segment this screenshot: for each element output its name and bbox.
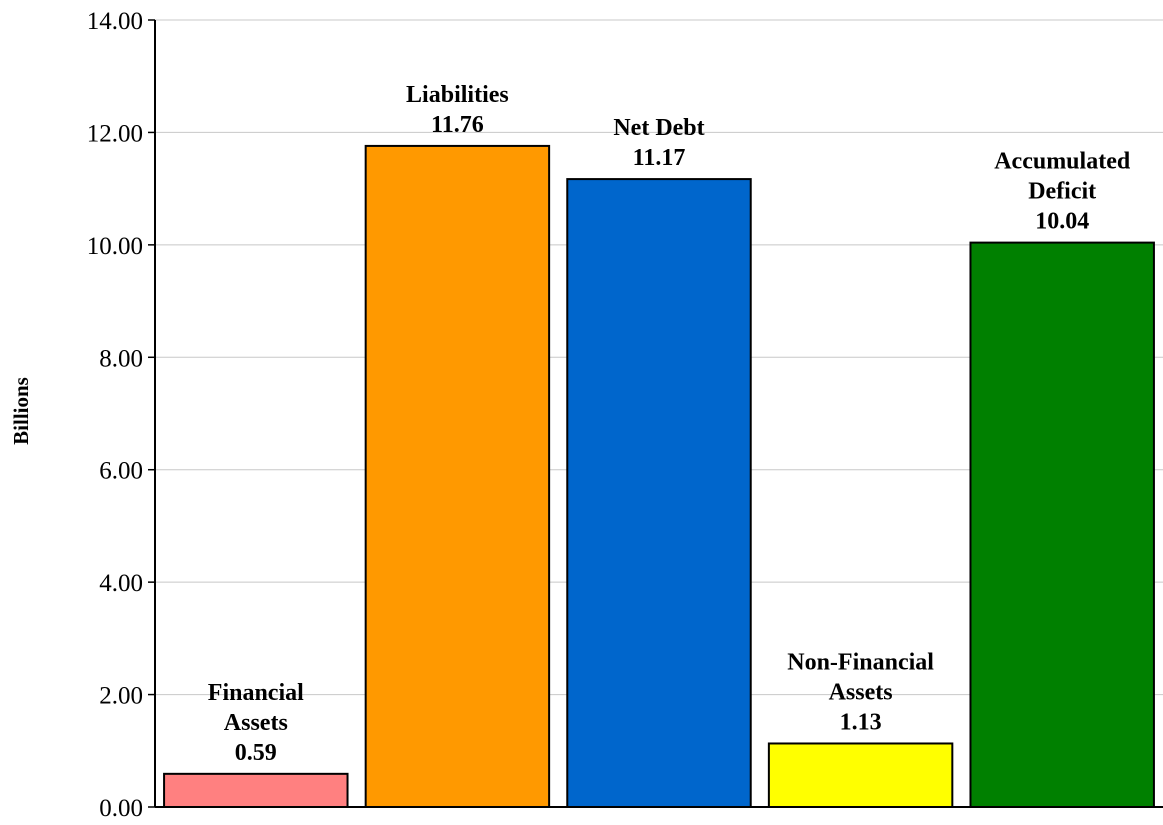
bar-category-label: Financial	[208, 680, 304, 706]
bar	[969, 241, 1155, 808]
y-axis-title: Billions	[9, 377, 33, 445]
bar-category-label: Liabilities	[406, 82, 509, 108]
bar-labels: 0.59 Assets Financial 11.76 Liabilities 11.17…	[208, 82, 1131, 766]
bar-category-label: Assets	[829, 679, 893, 705]
bar-category-label: Assets	[224, 710, 288, 736]
bar-category-label: Net Debt	[613, 115, 704, 141]
bar	[767, 742, 954, 808]
bar-value-label: 0.59	[235, 740, 277, 766]
y-tick-label: 12.00	[87, 120, 143, 147]
y-tick-label: 10.00	[87, 233, 143, 260]
bar-category-label: Deficit	[1028, 179, 1096, 205]
axes	[148, 19, 1163, 808]
bar-value-label: 10.04	[1035, 209, 1089, 235]
y-tick-label: 4.00	[99, 570, 143, 597]
y-tick-label: 0.00	[99, 795, 143, 822]
bar	[566, 178, 752, 808]
bar-value-label: 1.13	[840, 709, 882, 735]
y-tick-label: 2.00	[99, 683, 143, 710]
bar-category-label: Non-Financial	[787, 649, 934, 675]
y-tick-label: 6.00	[99, 458, 143, 485]
y-tick-label: 14.00	[87, 8, 143, 35]
bar-value-label: 11.76	[431, 112, 484, 138]
y-tick-labels: 0.00 2.00 4.00 6.00 8.00 10.00 12.00 14.00	[87, 8, 143, 822]
bar	[364, 144, 551, 809]
y-tick-label: 8.00	[99, 345, 143, 372]
bars	[163, 144, 1155, 809]
bar-category-label: Accumulated	[994, 149, 1131, 175]
bar-value-label: 11.17	[633, 145, 686, 171]
bar	[163, 772, 349, 808]
